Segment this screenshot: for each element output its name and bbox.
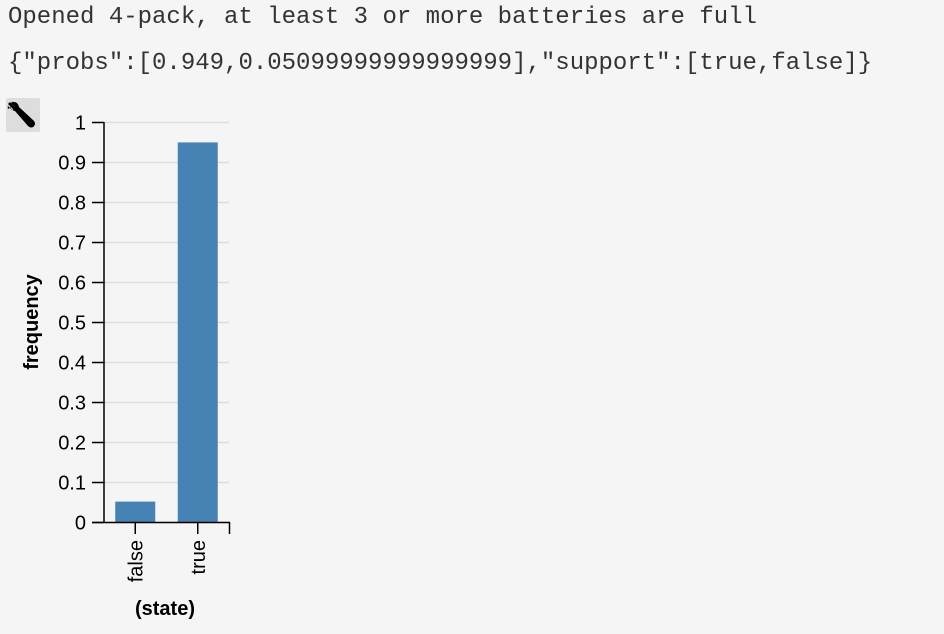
- x-tick-label: true: [188, 540, 210, 574]
- y-tick-label: 0.3: [58, 393, 86, 415]
- bars: [115, 142, 218, 522]
- bar-false: [115, 501, 156, 522]
- x-tick-label: false: [125, 540, 147, 582]
- wrench-icon[interactable]: [6, 98, 40, 132]
- y-tick-label: 0.4: [58, 353, 86, 375]
- y-tick-label: 0.9: [58, 153, 86, 175]
- y-tick-label: 0.1: [58, 473, 86, 495]
- axes: 0 0.1 0.2 0.3 0.4 0.5 0.6 0.7 0.8 0.9 1 false true: [58, 113, 231, 582]
- y-tick-label: 0.2: [58, 433, 86, 455]
- y-tick-label: 0.8: [58, 193, 86, 215]
- y-tick-label: 0.6: [58, 273, 86, 295]
- y-tick-label: 0: [75, 513, 86, 535]
- output-text-line: Opened 4-pack, at least 3 or more batter…: [8, 4, 757, 31]
- y-tick-label: 1: [75, 113, 86, 135]
- x-axis-title: (state): [135, 598, 195, 620]
- y-tick-label: 0.7: [58, 233, 86, 255]
- y-axis-title: frequency: [21, 273, 43, 369]
- output-json-line: {"probs":[0.949,0.05099999999999999],"su…: [8, 50, 873, 77]
- y-tick-label: 0.5: [58, 313, 86, 335]
- bar-true: [177, 142, 218, 522]
